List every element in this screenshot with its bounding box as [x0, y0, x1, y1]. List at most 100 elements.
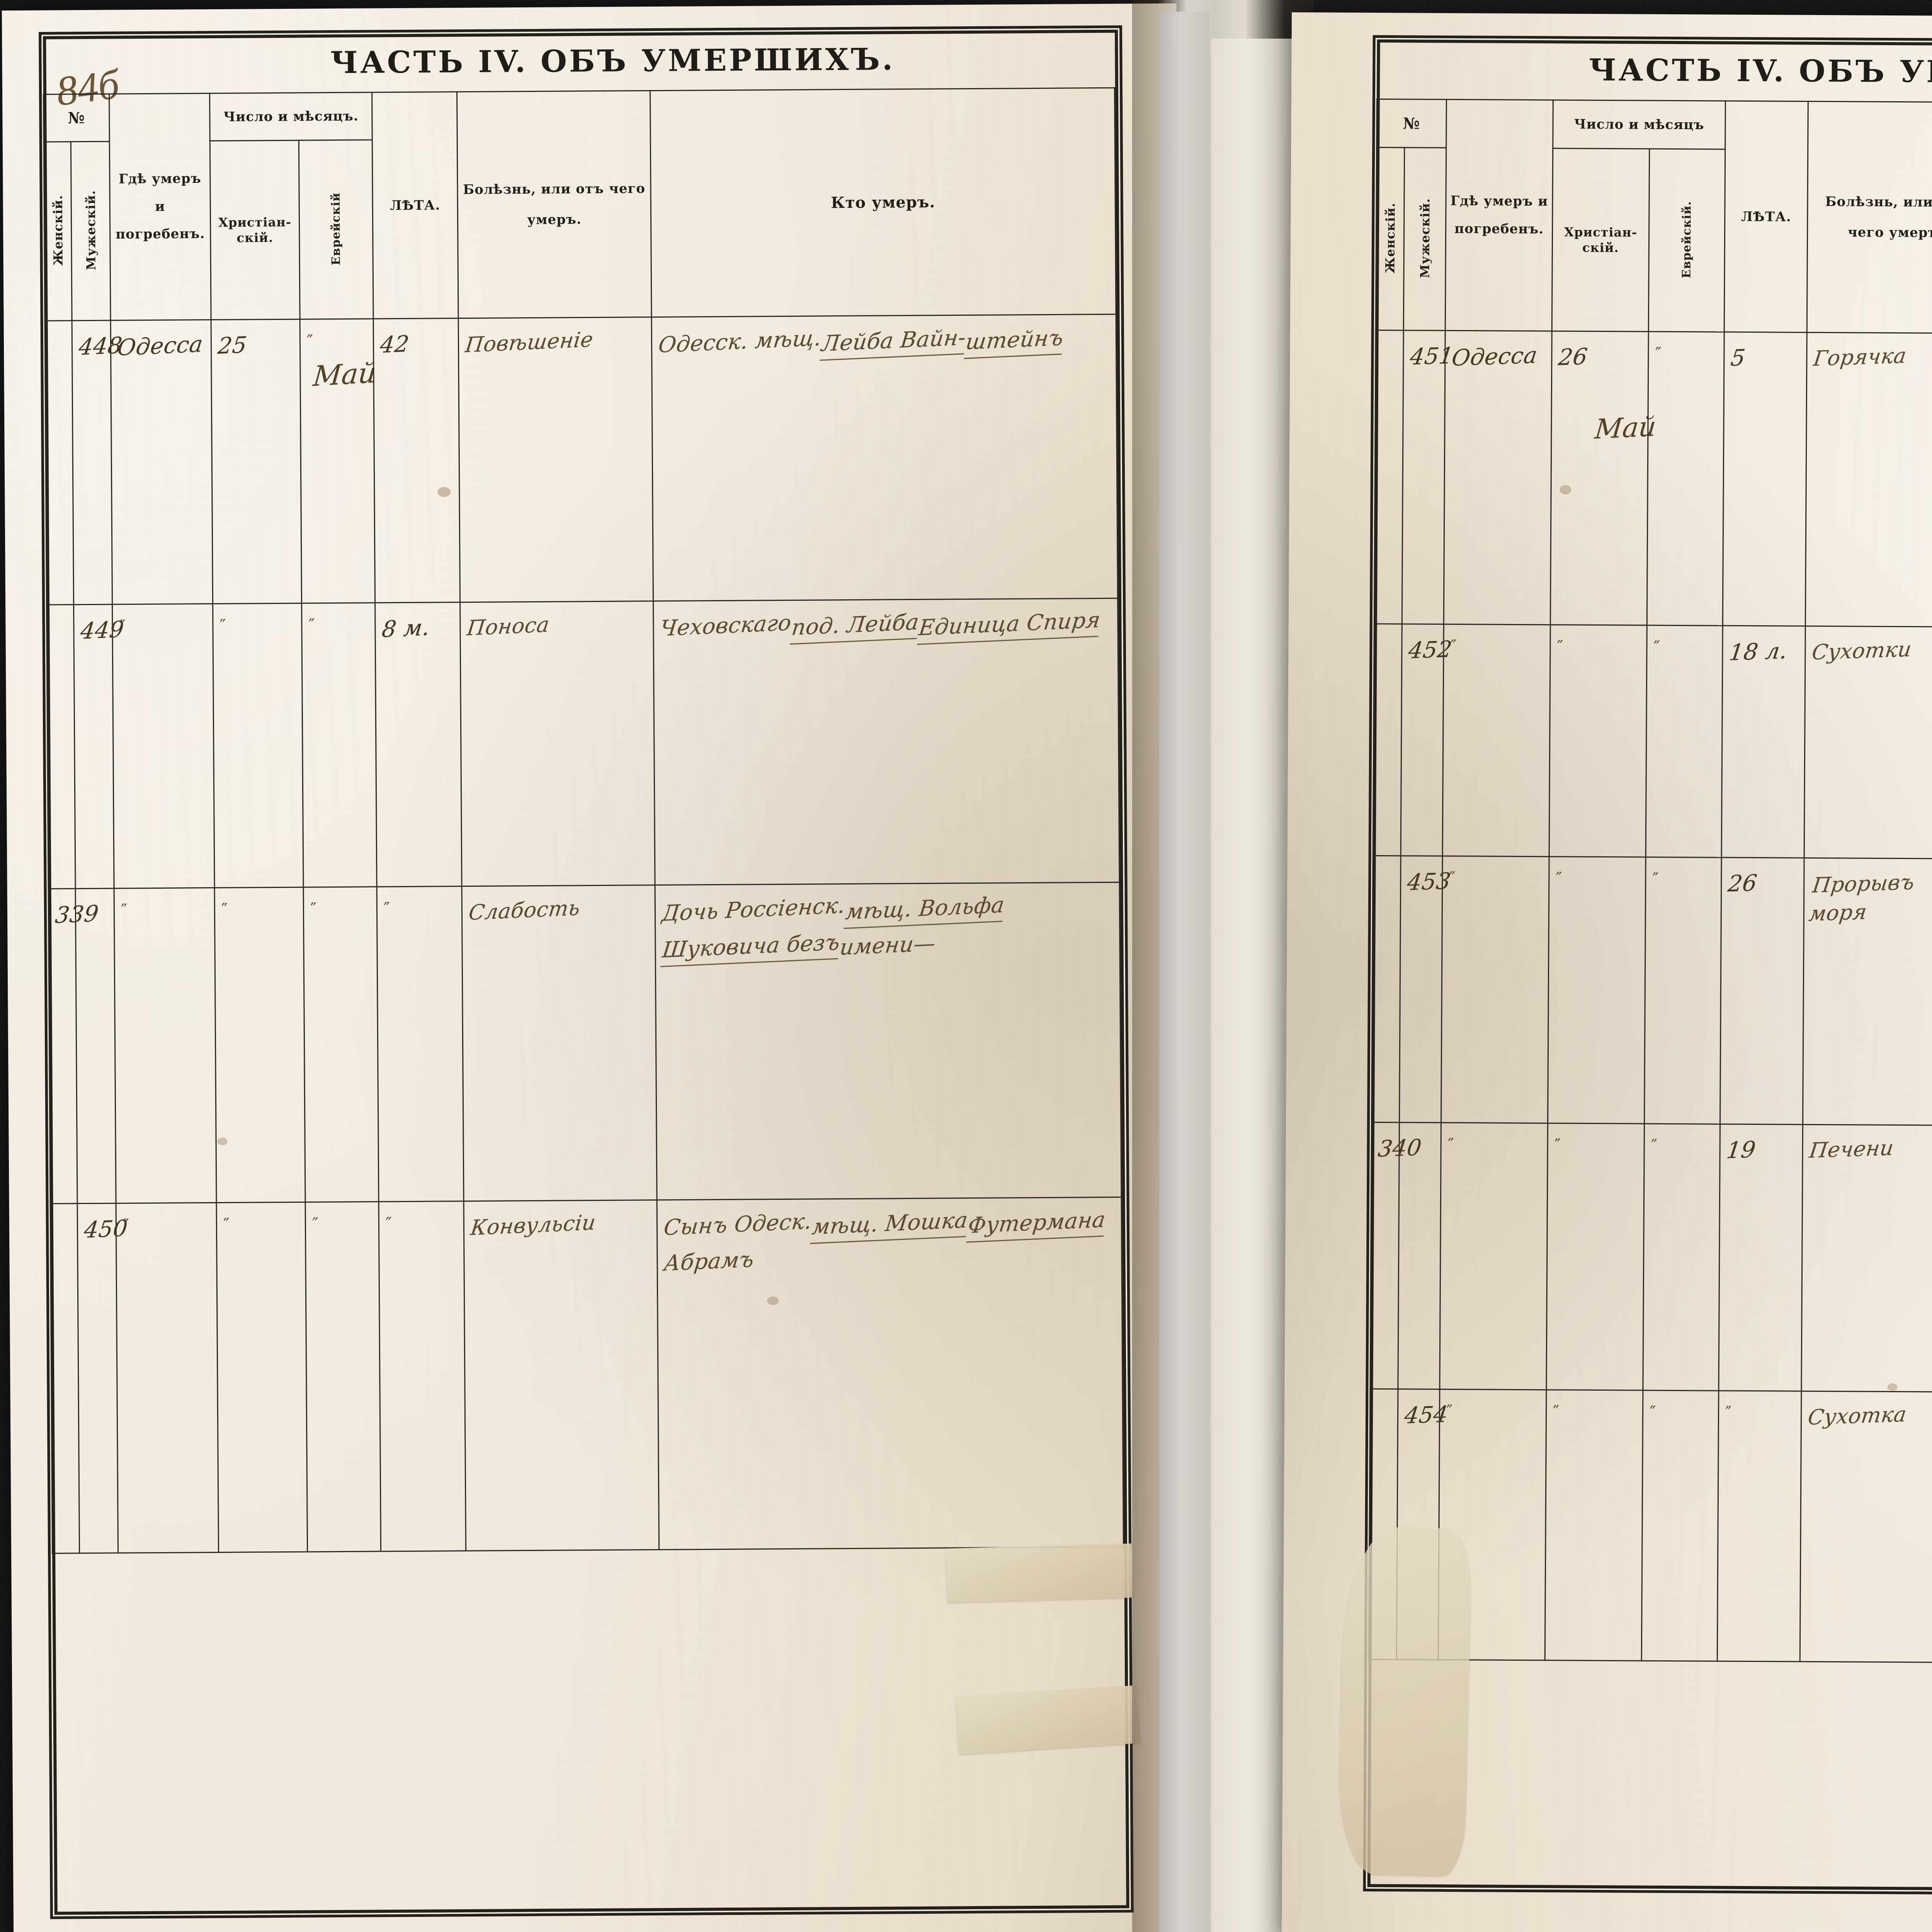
cell-place: Одесса	[1444, 330, 1552, 624]
cell-date-jewish: ″	[1647, 332, 1724, 626]
th-number-group: №	[44, 94, 110, 142]
cell-male: 449	[74, 604, 114, 889]
left-header-row-1: № Гдѣ умеръ и погребенъ. Число и мѣсяцъ.…	[44, 88, 1115, 142]
cell-place-value: Одесса	[116, 329, 205, 363]
register-row[interactable]: 448 Одесса 25 ″ 42 Повѣшенiе Одесск. мѣщ.Лейба…	[45, 314, 1117, 605]
register-row[interactable]: 340″″″19ПечениТурецкоподдан.ная ХаяВедма…	[1370, 1122, 1932, 1395]
cell-female	[47, 605, 75, 889]
cell-date-jewish: ″	[1643, 1124, 1720, 1391]
cell-illness-value: Сухотки	[1810, 635, 1913, 667]
cell-date-christian: ″	[214, 887, 305, 1202]
cell-place: ″	[1442, 624, 1550, 856]
th-jewish: Еврейскiй	[299, 140, 373, 319]
cell-place: ″	[112, 604, 214, 889]
cell-illness-value: Прорывъ моря	[1807, 866, 1932, 928]
cell-male: 448	[72, 320, 112, 605]
cell-date-christian: 26	[1550, 331, 1648, 625]
cell-male-value: 454	[1403, 1399, 1450, 1431]
cell-illness: Поноса	[460, 601, 655, 886]
who-line: Шуковича безъ	[660, 928, 842, 967]
cell-date-jewish: ″	[305, 1202, 381, 1552]
cell-date-christian-value: ″	[219, 616, 227, 636]
th-male: Мужескiй.	[71, 141, 111, 321]
right-page-title: ЧАСТЬ IV. ОБЪ УМЕРШИХЪ.	[1589, 52, 1932, 90]
cell-illness-value: Поноса	[465, 611, 551, 643]
left-page-title: ЧАСТЬ IV. ОБЪ УМЕРШИХЪ.	[330, 42, 895, 80]
who-line: под. Лейба	[790, 607, 920, 645]
th-illness: Болѣзнь, или отъ чего умеръ.	[457, 91, 652, 318]
cell-date-jewish-value: ″	[1655, 344, 1662, 364]
cell-years-value: 8 м.	[380, 612, 432, 645]
cell-female-value: 339	[54, 898, 100, 930]
cell-male-value: 452	[1407, 634, 1454, 666]
th-female: Женскiй.	[1376, 147, 1404, 330]
cell-date-christian: 25	[211, 319, 301, 604]
cell-years-value: ″	[1725, 1403, 1733, 1423]
cell-who: Чеховскагопод. ЛейбаЕдиница Спиря	[653, 598, 1119, 885]
th-christian: Христiан-скiй.	[210, 140, 300, 320]
cell-date-jewish-value: ″	[1650, 1403, 1657, 1422]
cell-years: 19	[1719, 1124, 1803, 1391]
th-male: Мужескiй.	[1403, 148, 1446, 331]
register-row[interactable]: 450 ″ ″ ″ ″ Конвульсiи Сынъ Одеск.мѣщ. МошкаФу…	[50, 1197, 1123, 1553]
cell-place-value: ″	[121, 900, 128, 920]
cell-female	[1374, 330, 1403, 624]
cell-female	[1372, 855, 1401, 1122]
cell-date-christian-value: ″	[1553, 1402, 1560, 1422]
cell-female	[45, 321, 73, 605]
cell-illness-value: Горячка	[1812, 342, 1908, 373]
cell-female-value: 340	[1376, 1132, 1423, 1164]
th-who: Кто умеръ.	[650, 88, 1116, 317]
cell-years-value: ″	[384, 899, 391, 918]
register-row[interactable]: 449 ″ ″ ″ 8 м. Поноса Чеховскагопод. ЛейбаЕдин…	[47, 598, 1119, 889]
cell-place: ″	[116, 1202, 219, 1553]
cell-illness: Повѣшенiе	[458, 317, 653, 602]
left-title-band: ЧАСТЬ IV. ОБЪ УМЕРШИХЪ.	[43, 29, 1113, 93]
who-line: Лейба Вайн-	[820, 323, 968, 361]
th-place: Гдѣ умеръ и погребенъ.	[109, 94, 211, 321]
cell-male-value: 449	[79, 614, 126, 646]
who-line: мѣщ. Мошка	[810, 1206, 969, 1244]
cell-date-jewish-value: ″	[312, 1214, 320, 1234]
cell-place: Одесса	[111, 320, 213, 605]
th-number-group: №	[1377, 99, 1447, 148]
cell-date-christian-value: ″	[223, 1215, 231, 1235]
who-line: Абрамъ	[662, 1245, 755, 1278]
cell-date-jewish: ″	[300, 319, 375, 603]
cell-date-jewish-value: ″	[308, 615, 316, 635]
cell-years: 5	[1723, 332, 1807, 626]
th-years: ЛѢТА.	[1724, 101, 1808, 332]
repair-tape-strip	[946, 1544, 1133, 1603]
cell-male-value: 450	[83, 1213, 129, 1245]
cell-date-christian: ″	[213, 603, 303, 888]
register-row[interactable]: 339 ″ ″ ″ ″ Слабость Дочь Россiенск.мѣщ. Вольф…	[48, 882, 1121, 1204]
th-female: Женскiй.	[44, 142, 72, 321]
register-row[interactable]: 452″″″18 л.СухоткиСынъ турецко-под. Шлио…	[1373, 624, 1932, 861]
cell-illness-value: Сухотка	[1806, 1400, 1908, 1432]
cell-years: ″	[379, 1201, 466, 1551]
cell-illness: Конвульсiи	[464, 1200, 659, 1551]
cell-illness: Слабость	[462, 885, 657, 1201]
cell-male: 452	[1401, 624, 1444, 856]
th-illness: Болѣзнь, или отъ чего умеръ.	[1807, 101, 1932, 333]
cell-date-jewish-value: ″	[307, 331, 314, 351]
th-date-group: Число и мѣсяцъ	[1553, 100, 1726, 149]
cell-date-christian: ″	[1545, 1390, 1643, 1661]
cell-years-value: 42	[379, 328, 411, 360]
cell-female	[50, 1204, 80, 1553]
cell-place: ″	[1440, 1122, 1548, 1389]
cell-date-jewish-value: ″	[310, 899, 318, 919]
cell-illness: Сухотки	[1804, 626, 1932, 859]
left-page: 84б ЧАСТЬ IV. ОБЪ УМЕРШИХЪ. Май № Гдѣ ум…	[2, 3, 1189, 1932]
who-line: мѣщ. Вольфа	[844, 890, 1006, 929]
cell-male: 451	[1402, 330, 1445, 624]
cell-years: 8 м.	[375, 602, 462, 887]
th-place: Гдѣ умеръ и погребенъ.	[1445, 99, 1553, 331]
cell-illness: Печени	[1801, 1124, 1932, 1392]
th-date-group: Число и мѣсяцъ.	[210, 92, 372, 141]
binding-repair-tape	[1159, 12, 1209, 1932]
cell-date-christian-value: 25	[216, 330, 249, 361]
cell-years-value: 19	[1725, 1134, 1758, 1166]
